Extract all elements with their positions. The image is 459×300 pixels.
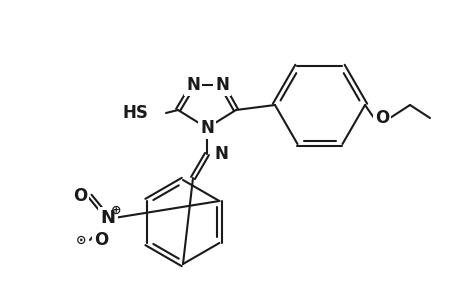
- Text: N: N: [215, 76, 229, 94]
- Text: O: O: [73, 187, 87, 205]
- Text: N: N: [200, 119, 213, 137]
- Text: O: O: [374, 109, 388, 127]
- Text: O: O: [94, 231, 108, 249]
- Text: ⊙: ⊙: [76, 233, 86, 247]
- Text: HS: HS: [122, 104, 148, 122]
- Text: N: N: [214, 145, 229, 163]
- Text: ⊕: ⊕: [111, 203, 121, 217]
- Text: N: N: [100, 209, 115, 227]
- Text: N: N: [185, 76, 200, 94]
